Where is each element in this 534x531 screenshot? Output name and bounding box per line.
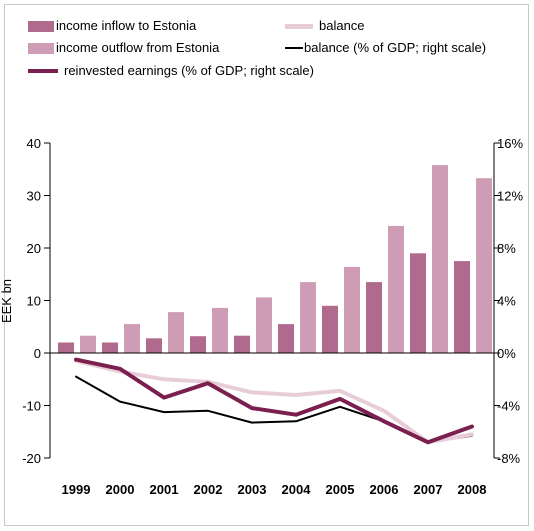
legend-label-inflow: income inflow to Estonia: [56, 18, 197, 33]
x-tick-label-1999: 1999: [62, 482, 91, 497]
x-tick-label-2003: 2003: [238, 482, 267, 497]
left-tick-label: 10: [27, 294, 41, 309]
legend-swatch-outflow: [28, 43, 54, 54]
bar-inflow-1999: [58, 342, 74, 353]
legend-swatch-inflow: [28, 21, 54, 32]
bar-inflow-2007: [410, 253, 426, 354]
bar-outflow-2005: [344, 266, 360, 353]
x-tick-label-2001: 2001: [150, 482, 179, 497]
left-tick-label: -20: [22, 451, 41, 466]
right-tick-label: 0%: [497, 346, 516, 361]
bar-inflow-2006: [366, 282, 382, 353]
x-tick-label-2005: 2005: [326, 482, 355, 497]
legend-label-balance-gdp: balance (% of GDP; right scale): [304, 40, 487, 55]
legend-swatch-balance-gdp: [285, 47, 303, 49]
x-tick-label-2007: 2007: [414, 482, 443, 497]
x-tick-label-2000: 2000: [106, 482, 135, 497]
bar-inflow-2001: [146, 338, 162, 353]
right-tick-label: 4%: [497, 294, 516, 309]
right-tick-label: 8%: [497, 241, 516, 256]
y-axis-label: EEK bn: [0, 279, 14, 323]
right-tick-label: 16%: [497, 136, 523, 151]
balance-line: [74, 358, 474, 445]
bar-inflow-2002: [190, 336, 206, 353]
right-tick-label: 12%: [497, 189, 523, 204]
bar-inflow-2004: [278, 324, 294, 353]
legend-swatch-reinvested: [28, 69, 58, 73]
bar-outflow-2000: [124, 324, 140, 353]
reinvested-earnings-line: [74, 357, 474, 445]
bar-inflow-2003: [234, 335, 250, 353]
bar-outflow-2001: [168, 312, 184, 353]
axes-layer: 40 30 20 10 0 -10 -20 16% 12% 8% 4% 0% -4% -8% 1999 200…: [22, 136, 523, 497]
legend-label-reinvested: reinvested earnings (% of GDP; right sca…: [64, 63, 314, 78]
left-tick-label: 0: [34, 346, 41, 361]
legend-swatch-balance: [285, 24, 313, 29]
bar-outflow-2007: [432, 165, 448, 353]
legend-label-outflow: income outflow from Estonia: [56, 40, 220, 55]
bar-outflow-2006: [388, 225, 404, 353]
left-tick-label: 20: [27, 241, 41, 256]
bar-outflow-1999: [80, 335, 96, 353]
x-tick-label-2004: 2004: [282, 482, 312, 497]
x-tick-label-2006: 2006: [370, 482, 399, 497]
bar-inflow-2000: [102, 342, 118, 353]
bar-outflow-2003: [256, 297, 272, 353]
bar-outflow-2008: [476, 178, 492, 353]
bar-outflow-2004: [300, 282, 316, 353]
right-tick-label: -4%: [497, 399, 521, 414]
bars-layer: [58, 165, 492, 354]
legend-label-balance: balance: [319, 18, 365, 33]
bar-outflow-2002: [212, 307, 228, 353]
left-tick-label: -10: [22, 399, 41, 414]
lines-layer: [74, 357, 474, 445]
bar-inflow-2008: [454, 261, 470, 353]
left-tick-label: 30: [27, 189, 41, 204]
right-tick-label: -8%: [497, 451, 521, 466]
left-tick-label: 40: [27, 136, 41, 151]
chart-frame: [4, 4, 529, 526]
x-tick-label-2008: 2008: [458, 482, 487, 497]
x-tick-label-2002: 2002: [194, 482, 223, 497]
bar-inflow-2005: [322, 305, 338, 354]
